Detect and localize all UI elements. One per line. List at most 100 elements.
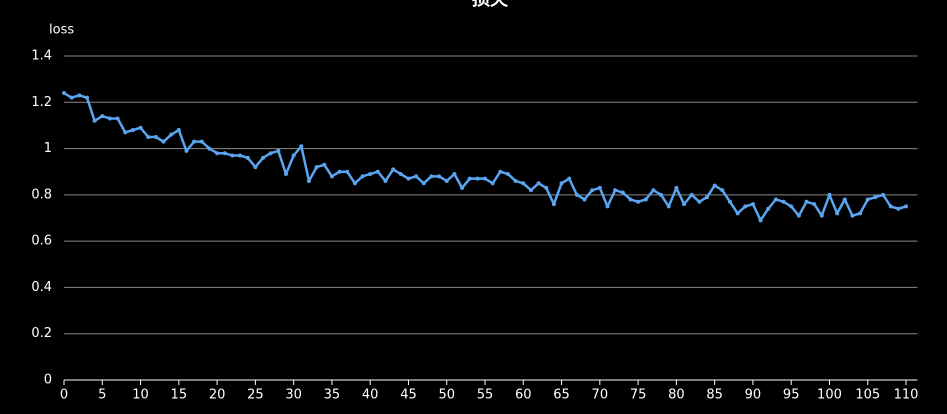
point	[567, 176, 572, 181]
point	[536, 181, 541, 186]
x-tick-label: 35	[324, 388, 341, 403]
point	[452, 172, 457, 177]
point	[368, 172, 373, 177]
point	[483, 176, 488, 181]
point	[352, 181, 357, 186]
point	[804, 199, 809, 204]
point	[299, 144, 304, 149]
point	[835, 211, 840, 216]
point	[414, 174, 419, 179]
x-tick-label: 20	[209, 388, 226, 403]
point	[107, 116, 112, 121]
x-tick-label: 80	[668, 388, 685, 403]
point	[100, 114, 105, 119]
point	[888, 204, 893, 209]
point	[727, 199, 732, 204]
point	[613, 188, 618, 193]
point	[636, 199, 641, 204]
x-tick-label: 15	[171, 388, 188, 403]
point	[215, 151, 220, 156]
point	[115, 116, 120, 121]
line	[63, 91, 907, 222]
point	[697, 199, 702, 204]
point	[896, 206, 901, 211]
point	[551, 202, 556, 207]
point	[276, 148, 281, 153]
point	[138, 125, 143, 130]
point	[819, 213, 824, 218]
point	[796, 213, 801, 218]
point	[84, 95, 89, 100]
y-tick-label: 0	[44, 373, 52, 388]
point	[169, 132, 174, 137]
x-tick-label: 0	[60, 388, 68, 403]
point	[176, 128, 181, 133]
x-tick-label: 45	[400, 388, 417, 403]
y-tick-label: 0.8	[31, 187, 52, 202]
x-tick-label: 65	[553, 388, 570, 403]
point	[812, 202, 817, 207]
x-tick-label: 100	[817, 388, 842, 403]
point	[306, 178, 311, 183]
point	[345, 169, 350, 174]
point	[261, 155, 266, 160]
point	[398, 172, 403, 177]
x-tick-label: 30	[285, 388, 302, 403]
point	[827, 192, 832, 197]
point	[123, 130, 128, 135]
point	[429, 174, 434, 179]
point	[207, 146, 212, 151]
point	[904, 204, 909, 209]
point	[77, 93, 82, 98]
x-tick-label: 105	[855, 388, 880, 403]
point	[720, 188, 725, 193]
point	[253, 165, 258, 170]
point	[322, 162, 327, 167]
point	[865, 197, 870, 202]
point	[766, 206, 771, 211]
x-tick-label: 50	[438, 388, 455, 403]
point	[559, 181, 564, 186]
point	[521, 181, 526, 186]
point	[781, 199, 786, 204]
point	[375, 169, 380, 174]
y-tick-label: 1.2	[31, 95, 52, 110]
point	[850, 213, 855, 218]
point	[659, 192, 664, 197]
point	[682, 202, 687, 207]
point	[283, 172, 288, 177]
point	[69, 95, 74, 100]
point	[421, 181, 426, 186]
point	[291, 153, 296, 158]
y-tick-label: 0.4	[31, 280, 52, 295]
point	[704, 195, 709, 200]
point	[230, 153, 235, 158]
point	[789, 204, 794, 209]
point	[498, 169, 503, 174]
point	[314, 165, 319, 170]
point	[528, 188, 533, 193]
x-tick-label: 90	[745, 388, 762, 403]
point	[383, 178, 388, 183]
point	[651, 188, 656, 193]
point	[199, 139, 204, 144]
chart-title: 损失	[472, 0, 509, 10]
x-tick-label: 10	[132, 388, 149, 403]
point	[735, 211, 740, 216]
point	[268, 151, 273, 156]
point	[192, 139, 197, 144]
y-tick-label: 0.2	[31, 326, 52, 341]
point	[245, 155, 250, 160]
point	[92, 118, 97, 123]
point	[146, 135, 151, 139]
x-tick-label: 110	[894, 388, 919, 403]
point	[62, 91, 66, 96]
point	[605, 204, 610, 209]
x-tick-label: 85	[706, 388, 723, 403]
point	[184, 148, 189, 153]
point	[842, 197, 847, 202]
x-tick-label: 60	[515, 388, 532, 403]
point	[873, 195, 878, 200]
point	[153, 135, 158, 139]
